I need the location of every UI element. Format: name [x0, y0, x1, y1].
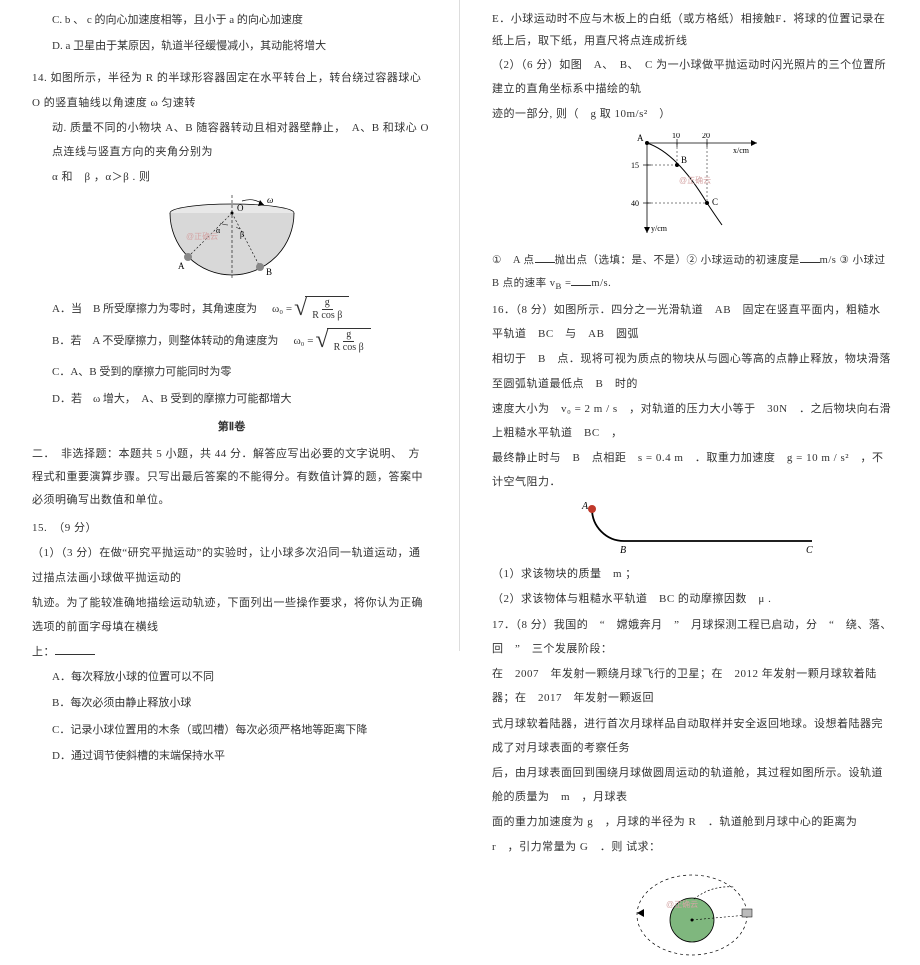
blank-fill	[55, 643, 95, 655]
q15-p1c-text: 上：	[32, 646, 55, 658]
svg-text:20: 20	[702, 133, 710, 140]
q17-figure: @正确云	[492, 865, 892, 965]
q15-opt-c: C．记录小球位置用的木条（或凹槽）每次必须严格地等距离下降	[32, 718, 431, 742]
q14-stem-1: 14. 如图所示，半径为 R 的半球形容器固定在水平转台上，转台绕过容器球心 O…	[32, 66, 431, 114]
blank-1	[535, 251, 555, 263]
frac-num-b: g	[343, 329, 354, 342]
q17-l5: 面的重力加速度为 g ，月球的半径为 R ．轨道舱到月球中心的距离为 r ，引力…	[492, 810, 892, 858]
blank-3	[571, 274, 591, 286]
frac-den-b: R cos β	[331, 342, 367, 354]
svg-text:β: β	[240, 230, 244, 239]
q14-opt-c: C．A、B 受到的摩擦力可能同时为零	[32, 360, 431, 384]
q16-sub2: （2）求该物体与粗糙水平轨道 BC 的动摩擦因数 μ .	[492, 587, 892, 611]
fill-post: 抛出点（选填：是、不是）② 小球运动的初速度是	[555, 255, 800, 266]
q14-opt-b: B．若 A 不受摩擦力，则整体转动的角速度为 ω₀ = √ g R cos β	[32, 328, 431, 354]
eq-sym-b: ω₀ =	[293, 329, 313, 353]
q16-figure: A B C	[492, 501, 892, 556]
q15-opt-d: D．通过调节使斜槽的末端保持水平	[32, 744, 431, 768]
fill-unit2: m/s.	[591, 278, 611, 289]
q14-stem-2: 动. 质量不同的小物块 A、B 随容器转动且相对器壁静止， A、B 和球心 O …	[32, 116, 431, 164]
q15-opt-a: A．每次释放小球的位置可以不同	[32, 665, 431, 689]
svg-text:@正确云: @正确云	[679, 175, 711, 185]
section2-intro: 二． 非选择题：本题共 5 小题，共 44 分．解答应写出必要的文字说明、 方程…	[32, 443, 431, 512]
svg-text:ω: ω	[267, 195, 273, 205]
q15-p2b: 迹的一部分, 则（ g 取 10m/s² ）	[492, 102, 892, 126]
q15-p2a: （2）（6 分）如图 A、 B、 C 为一小球做平抛运动时闪光照片的三个位置所建…	[492, 53, 892, 101]
svg-text:B: B	[620, 545, 626, 556]
eq-sym: ω₀ =	[272, 297, 292, 321]
svg-text:A: A	[637, 133, 644, 143]
svg-text:B: B	[266, 267, 272, 277]
svg-text:10: 10	[672, 133, 680, 140]
blank-2	[800, 251, 820, 263]
fill-eq: =	[562, 278, 572, 289]
svg-text:B: B	[681, 155, 687, 165]
svg-text:A: A	[581, 501, 589, 512]
frac-den: R cos β	[309, 310, 345, 322]
q17-l3: 式月球软着陆器，进行首次月球样品自动取样并安全返回地球。设想着陆器完成了对月球表…	[492, 712, 892, 760]
q15-p1a: （1）（3 分）在做“研究平抛运动”的实验时，让小球多次沿同一轨道运动，通过描点…	[32, 541, 431, 589]
q14-opt-d: D．若 ω 增大， A、B 受到的摩擦力可能都增大	[32, 387, 431, 411]
q13-opt-d: D. a 卫星由于某原因，轨道半径缓慢减小，其动能将增大	[32, 34, 431, 58]
q13-opt-c: C. b 、 c 的向心加速度相等，且小于 a 的向心加速度	[32, 8, 431, 32]
q15-fill: ① A 点抛出点（选填：是、不是）② 小球运动的初速度是m/s ③ 小球过 B …	[492, 249, 892, 296]
q17-l4: 后，由月球表面回到围绕月球做圆周运动的轨道舱，其过程如图所示。设轨道舱的质量为 …	[492, 761, 892, 809]
q14-opt-a: A．当 B 所受摩擦力为零时，其角速度为 ω₀ = √ g R cos β	[32, 296, 431, 322]
q14-opt-b-text: B．若 A 不受摩擦力，则整体转动的角速度为	[52, 329, 289, 353]
q16-l2: 相切于 B 点．现将可视为质点的物块从与圆心等高的点静止释放，物块滑落至圆弧轨道…	[492, 347, 892, 395]
svg-text:A: A	[178, 261, 185, 271]
svg-text:40: 40	[631, 199, 639, 208]
q14-opt-b-formula: ω₀ = √ g R cos β	[293, 328, 370, 354]
svg-text:C: C	[806, 545, 813, 556]
frac-num: g	[322, 297, 333, 310]
left-column: C. b 、 c 的向心加速度相等，且小于 a 的向心加速度 D. a 卫星由于…	[0, 0, 460, 651]
q14-opt-a-formula: ω₀ = √ g R cos β	[272, 296, 349, 322]
right-column: E．小球运动时不应与木板上的白纸（或方格纸）相接触F．将球的位置记录在纸上后，取…	[460, 0, 920, 651]
q14-figure: O A B α β ω @正确云	[32, 195, 431, 290]
q14-stem-3: α 和 β ，α＞β . 则	[32, 165, 431, 189]
svg-text:x/cm: x/cm	[733, 146, 750, 155]
q15-opt-ef: E．小球运动时不应与木板上的白纸（或方格纸）相接触F．将球的位置记录在纸上后，取…	[492, 8, 892, 52]
q17-l1: 17．（8 分）我国的 “ 嫦娥奔月 ” 月球探测工程已启动，分 “ 绕、落、回…	[492, 613, 892, 661]
svg-text:@正确云: @正确云	[666, 899, 698, 909]
q14-opt-a-text: A．当 B 所受摩擦力为零时，其角速度为	[52, 297, 268, 321]
q15-p1c: 上：	[32, 640, 431, 664]
q15-opt-b: B．每次必须由静止释放小球	[32, 691, 431, 715]
q15-figure: 10 20 x/cm 15 40 y/cm A B C @正确云	[492, 133, 892, 243]
q16-sub1: （1）求该物块的质量 m ；	[492, 562, 892, 586]
q15-p1b: 轨迹。为了能较准确地描绘运动轨迹，下面列出一些操作要求，将你认为正确选项的前面字…	[32, 591, 431, 639]
q15-head: 15. （9 分）	[32, 516, 431, 540]
section2-title: 第Ⅱ卷	[32, 415, 431, 439]
q16-l1: 16．（8 分）如图所示．四分之一光滑轨道 AB 固定在竖直平面内，粗糙水平轨道…	[492, 298, 892, 346]
svg-text:O: O	[237, 203, 244, 213]
q16-l3: 速度大小为 v₀ = 2 m / s ，对轨道的压力大小等于 30N ．之后物块…	[492, 397, 892, 445]
svg-text:y/cm: y/cm	[651, 224, 668, 233]
q17-l2: 在 2007 年发射一颗绕月球飞行的卫星；在 2012 年发射一颗月球软着陆器；…	[492, 662, 892, 710]
bowl-watermark: @正确云	[186, 231, 218, 241]
svg-text:15: 15	[631, 161, 639, 170]
fill-pre: ① A 点	[492, 255, 535, 266]
svg-text:C: C	[712, 197, 718, 207]
q16-l4: 最终静止时与 B 点相距 s = 0.4 m ．取重力加速度 g = 10 m …	[492, 446, 892, 494]
